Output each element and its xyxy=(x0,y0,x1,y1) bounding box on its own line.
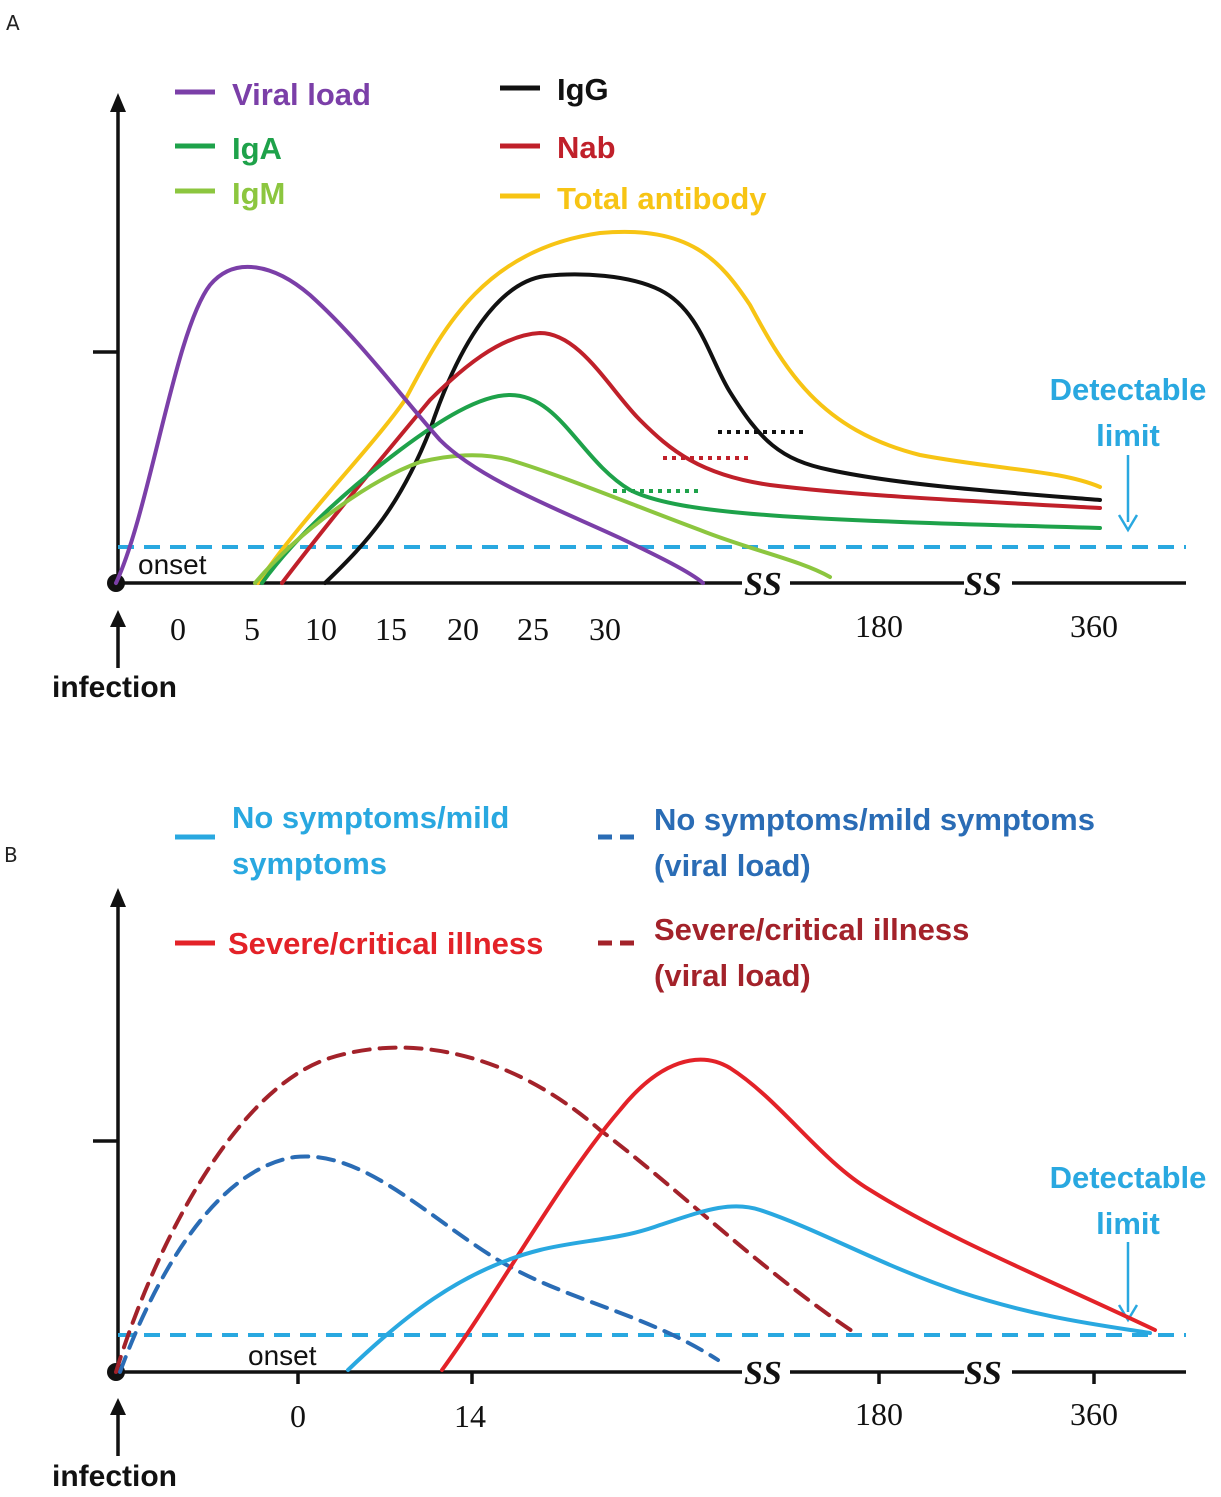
panel-a-legend: Viral load IgA IgM IgG Nab Total antibod… xyxy=(175,72,767,216)
x-tick-label: 360 xyxy=(1070,1396,1118,1432)
axis-break-1: SS xyxy=(744,566,782,603)
y-axis-arrow xyxy=(110,888,126,907)
x-tick-label: 0 xyxy=(170,611,186,647)
x-tick-label: 15 xyxy=(375,611,407,647)
axis-break-2: SS xyxy=(964,1355,1002,1392)
legend-label-mild-viral-load-line1: No symptoms/mild symptoms xyxy=(654,802,1095,837)
infection-arrow-head xyxy=(110,610,126,627)
axis-break-1: SS xyxy=(744,1355,782,1392)
legend-label-iga: IgA xyxy=(232,131,282,166)
x-tick-label: 20 xyxy=(447,611,479,647)
detectable-limit-label-line1: Detectable xyxy=(1050,372,1207,407)
legend-label-igg: IgG xyxy=(557,72,609,107)
onset-label: onset xyxy=(248,1340,317,1371)
axis-break-2: SS xyxy=(964,566,1002,603)
x-tick-label: 5 xyxy=(244,611,260,647)
panel-b: B SS SS 0 14 180 360 onset infection Det… xyxy=(4,800,1206,1493)
legend-label-severe-viral-load-line1: Severe/critical illness xyxy=(654,912,969,947)
viral-load-curve xyxy=(114,264,705,585)
x-tick-label: 30 xyxy=(589,611,621,647)
x-tick-label: 14 xyxy=(454,1398,486,1434)
igm-curve xyxy=(253,453,832,585)
legend-label-igm: IgM xyxy=(232,176,285,211)
x-tick-label: 180 xyxy=(855,608,903,644)
legend-label-severe-line1: Severe/critical illness xyxy=(228,926,543,961)
panel-b-letter: B xyxy=(4,843,18,867)
detectable-limit-label-line2: limit xyxy=(1096,418,1160,453)
x-tick-label: 25 xyxy=(517,611,549,647)
legend-label-viral-load: Viral load xyxy=(232,77,371,112)
nab-curve xyxy=(280,330,1102,585)
panel-a-letter: A xyxy=(6,11,20,35)
x-tick-label: 360 xyxy=(1070,608,1118,644)
mild-illness-curve xyxy=(346,1204,1152,1372)
onset-label: onset xyxy=(138,549,207,580)
legend-label-mild-line2: symptoms xyxy=(232,846,387,881)
detectable-limit-label-line2: limit xyxy=(1096,1206,1160,1241)
infection-arrow-head xyxy=(110,1398,126,1415)
detectable-arrow-head xyxy=(1117,1304,1139,1323)
infection-label: infection xyxy=(52,1460,177,1493)
x-tick-label: 0 xyxy=(290,1398,306,1434)
legend-label-total-antibody: Total antibody xyxy=(557,181,767,216)
total-antibody-curve xyxy=(256,229,1102,585)
severe-illness-curve xyxy=(440,1057,1157,1372)
legend-label-mild-viral-load-line2: (viral load) xyxy=(654,848,811,883)
detectable-arrow-head xyxy=(1117,514,1139,533)
x-tick-label: 180 xyxy=(855,1396,903,1432)
x-tick-label: 10 xyxy=(305,611,337,647)
detectable-limit-label-line1: Detectable xyxy=(1050,1160,1207,1195)
mild-viral-load-curve xyxy=(118,1154,720,1374)
legend-label-mild-line1: No symptoms/mild xyxy=(232,800,509,835)
legend-label-severe-viral-load-line2: (viral load) xyxy=(654,958,811,993)
panel-a: A SS SS 0 5 10 15 20 25 30 180 360 onset… xyxy=(6,11,1206,704)
y-axis-arrow xyxy=(110,93,126,112)
legend-label-nab: Nab xyxy=(557,130,616,165)
panel-b-legend: No symptoms/mild symptoms No symptoms/mi… xyxy=(175,800,1095,993)
infection-label: infection xyxy=(52,671,177,704)
iga-curve xyxy=(260,392,1102,585)
severe-viral-load-curve xyxy=(114,1045,860,1374)
